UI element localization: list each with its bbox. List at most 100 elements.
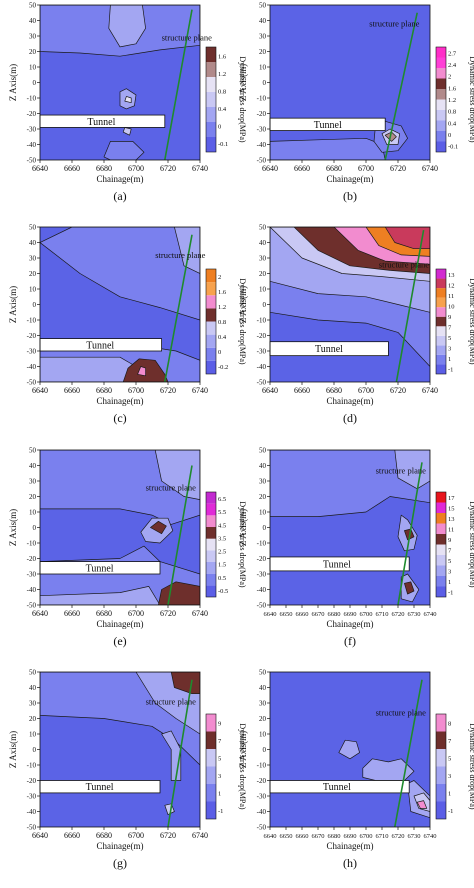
contour-region [362, 758, 415, 781]
colorbar-tick-label: 4.5 [218, 522, 226, 529]
contour-region [108, 5, 146, 48]
y-tick-label: 20 [29, 270, 37, 278]
y-tick-label: 30 [259, 255, 267, 263]
tunnel-label: Tunnel [86, 563, 114, 574]
panel-h: Tunnel structure plane 6640 6650 6660 6670 668… [238, 669, 474, 871]
contour-region [103, 141, 145, 160]
colorbar-swatch [206, 550, 216, 562]
colorbar-tick-label: 2 [218, 274, 221, 281]
colorbar-swatch [436, 131, 446, 142]
colorbar-swatch [436, 307, 446, 317]
colorbar-label: Dynamic stress drop(MPa) [468, 278, 474, 365]
colorbar-tick-label: 0.4 [448, 120, 457, 127]
y-tick-label: -40 [27, 808, 37, 816]
x-tick-label: 6660 [64, 164, 80, 173]
colorbar-tick-label: 1 [448, 356, 451, 363]
structure-plane-label: structure plane [155, 250, 205, 260]
colorbar-swatch [436, 766, 446, 784]
colorbar-swatch [206, 562, 216, 574]
colorbar-tick-label: 1 [218, 790, 221, 797]
panel-b: Tunnel structure plane 6640 6660 6680 6700 672… [238, 2, 474, 204]
y-tick-label: 0 [33, 524, 37, 532]
contour-region [40, 586, 161, 605]
y-tick-label: -40 [257, 141, 267, 149]
y-tick-label: 10 [29, 731, 37, 739]
contour-region [174, 227, 200, 274]
y-tick-label: -50 [27, 379, 37, 387]
colorbar-swatch [436, 141, 446, 152]
colorbar-label: Dynamic stress drop(MPa) [238, 723, 247, 810]
colorbar-swatch [436, 502, 446, 513]
y-tick-label: 50 [259, 447, 267, 455]
colorbar-tick-label: -0.5 [218, 588, 228, 595]
x-tick-label: 6740 [192, 609, 208, 618]
y-tick-label: 30 [29, 33, 37, 41]
y-tick-label: -10 [27, 762, 37, 770]
colorbar-swatch [206, 308, 216, 322]
colorbar-tick-label: 11 [448, 293, 454, 300]
y-tick-label: 40 [259, 239, 267, 247]
y-tick-label: 40 [29, 239, 37, 247]
x-tick-label: 6700 [128, 609, 144, 618]
panel-g: Tunnel structure plane 6640 6660 6680 6700 672… [8, 669, 247, 871]
colorbar-tick-label: 8 [448, 720, 451, 727]
x-tick-label: 6720 [390, 164, 406, 173]
colorbar-tick-label: 5 [218, 755, 221, 762]
y-axis-label: Z Axis(m) [238, 731, 248, 768]
colorbar-swatch [206, 107, 216, 122]
colorbar-tick-label: 0.8 [448, 109, 456, 116]
y-axis-label: Z Axis(m) [8, 731, 18, 768]
y-tick-label: -50 [257, 602, 267, 610]
colorbar-tick-label: 13 [448, 272, 455, 279]
colorbar-swatch [206, 503, 216, 516]
x-tick-label: 6720 [160, 164, 176, 173]
y-tick-label: -50 [27, 157, 37, 165]
structure-plane-label: structure plane [369, 19, 419, 29]
panel-caption: (a) [113, 189, 126, 203]
colorbar-tick-label: 13 [448, 516, 455, 523]
colorbar-tick-label: -0.1 [218, 141, 228, 148]
x-axis-label: Chainage(m) [327, 619, 374, 629]
contour-region [416, 800, 428, 809]
y-tick-label: -50 [27, 824, 37, 832]
y-axis-label: Z Axis(m) [238, 286, 248, 323]
y-tick-label: 30 [29, 700, 37, 708]
colorbar-swatch [206, 766, 216, 784]
colorbar-tick-label: 7 [448, 547, 452, 554]
colorbar-swatch [436, 364, 446, 374]
colorbar-tick-label: 1.6 [218, 53, 227, 60]
contour-region [150, 520, 167, 535]
colorbar-swatch [206, 492, 216, 504]
panel-caption: (g) [113, 856, 127, 870]
y-tick-label: 20 [29, 493, 37, 501]
colorbar-tick-label: -1 [218, 808, 223, 815]
y-tick-label: 10 [259, 509, 267, 517]
x-tick-label: 6730 [408, 611, 421, 618]
x-tick-label: 6740 [192, 386, 208, 395]
x-tick-label: 6650 [280, 833, 293, 840]
structure-plane-line [167, 679, 193, 828]
y-tick-label: -20 [27, 777, 37, 785]
y-tick-label: 40 [259, 684, 267, 692]
colorbar-tick-label: 1.2 [218, 71, 226, 78]
colorbar-tick-label: 0.8 [218, 319, 226, 326]
colorbar-swatch [436, 586, 446, 597]
y-tick-label: 10 [259, 64, 267, 72]
colorbar-swatch [206, 282, 216, 296]
colorbar-tick-label: -1 [448, 589, 453, 596]
x-tick-label: 6660 [64, 609, 80, 618]
structure-plane-label: structure plane [162, 33, 212, 43]
y-tick-label: -50 [257, 157, 267, 165]
y-tick-label: 30 [29, 478, 37, 486]
y-tick-label: -10 [27, 95, 37, 103]
y-tick-label: -40 [257, 586, 267, 594]
colorbar-swatch [206, 527, 216, 539]
colorbar-swatch [436, 492, 446, 503]
colorbar-tick-label: 10 [448, 303, 455, 310]
x-axis-label: Chainage(m) [97, 619, 144, 629]
contour-region [40, 356, 137, 382]
x-tick-label: 6670 [312, 611, 325, 618]
y-tick-label: -20 [27, 555, 37, 563]
colorbar-tick-label: 0.4 [218, 334, 227, 341]
panel-caption: (c) [113, 411, 126, 425]
